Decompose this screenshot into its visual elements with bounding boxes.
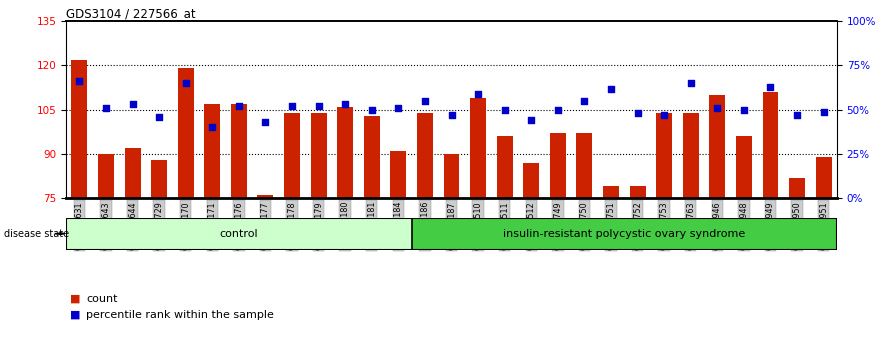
Bar — [417, 113, 433, 198]
Bar — [443, 154, 460, 198]
Bar — [66, 218, 411, 250]
Text: percentile rank within the sample: percentile rank within the sample — [86, 310, 274, 320]
Point — [604, 86, 618, 91]
Bar — [337, 107, 353, 198]
Bar — [497, 136, 513, 198]
Bar — [763, 92, 779, 198]
Bar — [178, 68, 194, 198]
Bar — [470, 98, 486, 198]
Bar — [390, 151, 406, 198]
Point — [577, 98, 591, 104]
Point — [179, 80, 193, 86]
Bar — [364, 116, 380, 198]
Point — [737, 107, 751, 113]
Bar — [789, 178, 805, 198]
Point — [710, 105, 724, 111]
Point — [125, 102, 139, 107]
Point — [99, 105, 113, 111]
Bar — [550, 133, 566, 198]
Point — [258, 119, 272, 125]
Point — [72, 79, 86, 84]
Bar — [152, 160, 167, 198]
Point — [232, 103, 246, 109]
Point — [498, 107, 512, 113]
Bar — [124, 148, 140, 198]
Point — [365, 107, 379, 113]
Point — [684, 80, 698, 86]
Bar — [603, 187, 619, 198]
Point — [551, 107, 565, 113]
Bar — [709, 95, 725, 198]
Bar — [311, 113, 327, 198]
Point — [790, 112, 804, 118]
Bar — [736, 136, 751, 198]
Text: ■: ■ — [70, 294, 81, 304]
Point — [338, 102, 352, 107]
Point — [764, 84, 778, 90]
Text: GDS3104 / 227566_at: GDS3104 / 227566_at — [66, 7, 196, 20]
Point — [152, 114, 167, 120]
Point — [817, 109, 831, 114]
Bar — [630, 187, 646, 198]
Bar — [523, 163, 539, 198]
Text: control: control — [219, 229, 258, 239]
Bar — [98, 154, 114, 198]
Bar — [284, 113, 300, 198]
Point — [312, 103, 326, 109]
Point — [631, 110, 645, 116]
Bar — [204, 104, 220, 198]
Text: insulin-resistant polycystic ovary syndrome: insulin-resistant polycystic ovary syndr… — [503, 229, 745, 239]
Point — [391, 105, 405, 111]
Point — [285, 103, 299, 109]
Bar — [683, 113, 699, 198]
Point — [205, 125, 219, 130]
Bar — [257, 195, 273, 198]
Text: count: count — [86, 294, 118, 304]
Point — [471, 91, 485, 97]
Bar — [71, 59, 87, 198]
Point — [657, 112, 671, 118]
Bar — [656, 113, 672, 198]
Bar — [411, 218, 837, 250]
Point — [524, 118, 538, 123]
Text: ■: ■ — [70, 310, 81, 320]
Point — [444, 112, 458, 118]
Bar — [231, 104, 247, 198]
Bar — [576, 133, 592, 198]
Point — [418, 98, 432, 104]
Text: disease state: disease state — [4, 229, 70, 239]
Bar — [816, 157, 832, 198]
